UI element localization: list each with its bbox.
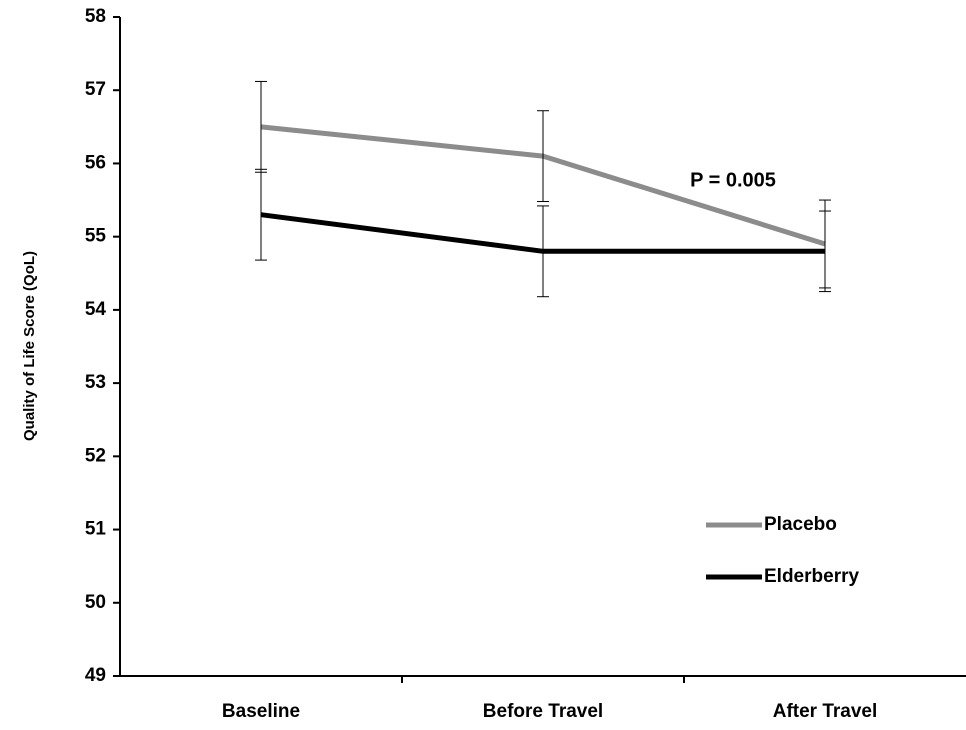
y-tick-label: 58 (85, 6, 106, 27)
legend-label: Placebo (764, 514, 837, 535)
legend-label: Elderberry (764, 566, 859, 587)
y-tick-label: 52 (85, 445, 106, 466)
annotation: P = 0.005 (690, 169, 776, 191)
x-tick-label: Baseline (222, 701, 300, 722)
y-tick-label: 53 (85, 372, 106, 393)
y-tick-label: 51 (85, 519, 107, 540)
y-tick-label: 57 (85, 79, 106, 100)
y-tick-label: 56 (85, 152, 106, 173)
x-tick-label: Before Travel (483, 701, 603, 722)
y-tick-label: 50 (85, 592, 106, 613)
y-tick-label: 54 (85, 299, 107, 320)
y-tick-label: 55 (85, 226, 107, 247)
y-axis-label: Quality of Life Score (QoL) (21, 251, 38, 441)
y-tick-label: 49 (85, 665, 106, 686)
x-tick-label: After Travel (773, 701, 878, 722)
